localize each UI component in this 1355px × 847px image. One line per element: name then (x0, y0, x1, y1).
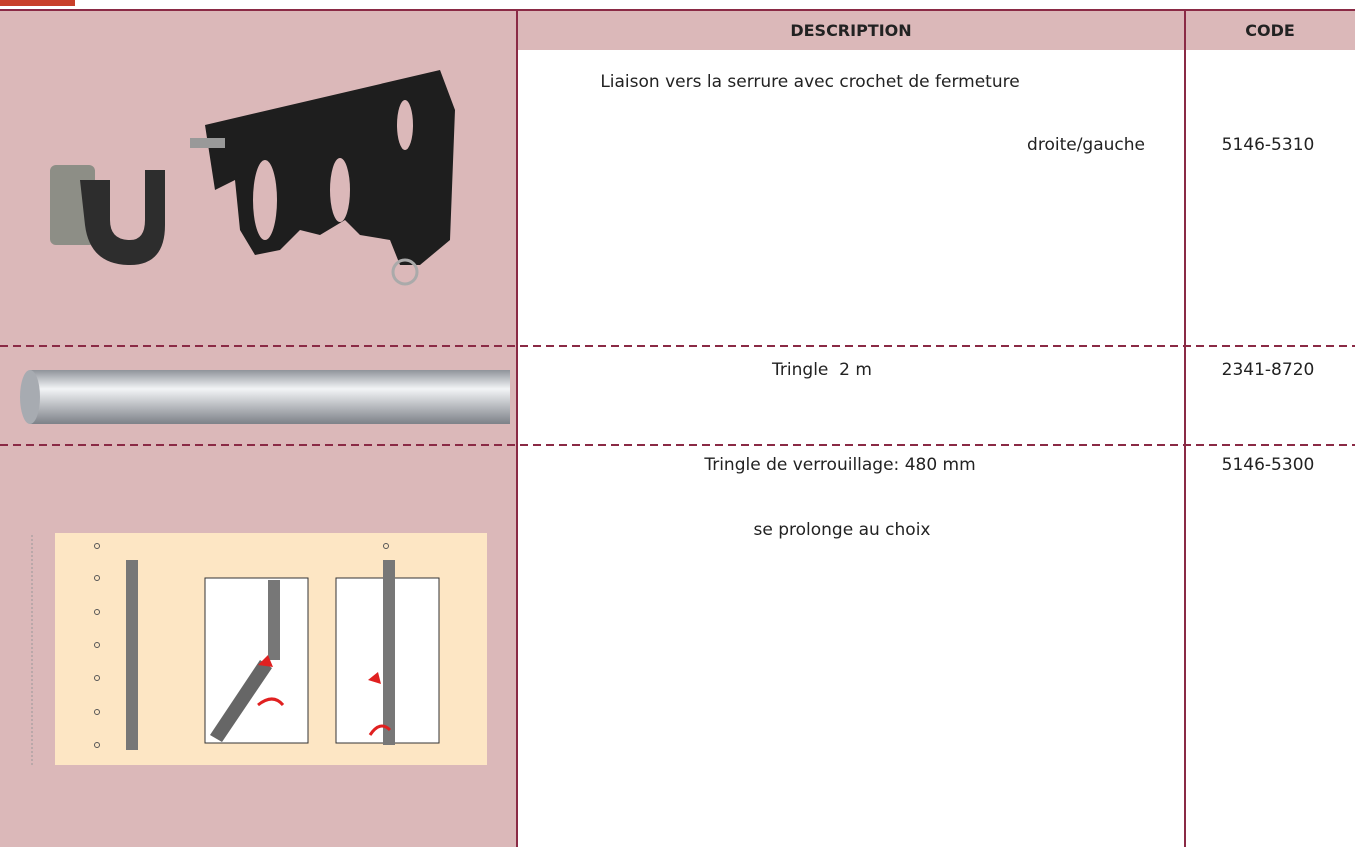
corner-tab (0, 0, 75, 6)
description-line: droite/gauche (1027, 135, 1145, 155)
rod-end (20, 370, 40, 424)
product-code: 5146-5300 (1221, 455, 1315, 475)
header-row (517, 10, 1355, 50)
rod-image (30, 370, 510, 424)
description-line: Tringle de verrouillage: 480 mm (704, 455, 976, 475)
header-description: DESCRIPTION (790, 21, 912, 40)
header-code: CODE (1245, 21, 1295, 40)
product-code: 5146-5310 (1221, 135, 1315, 155)
description-line: se prolonge au choix (753, 520, 931, 540)
description-line: Tringle 2 m (772, 360, 872, 380)
hook-image (50, 70, 455, 286)
locking-rod-diagram (31, 533, 487, 765)
description-line: Liaison vers la serrure avec crochet de … (600, 72, 1020, 92)
product-code: 2341-8720 (1221, 360, 1315, 380)
